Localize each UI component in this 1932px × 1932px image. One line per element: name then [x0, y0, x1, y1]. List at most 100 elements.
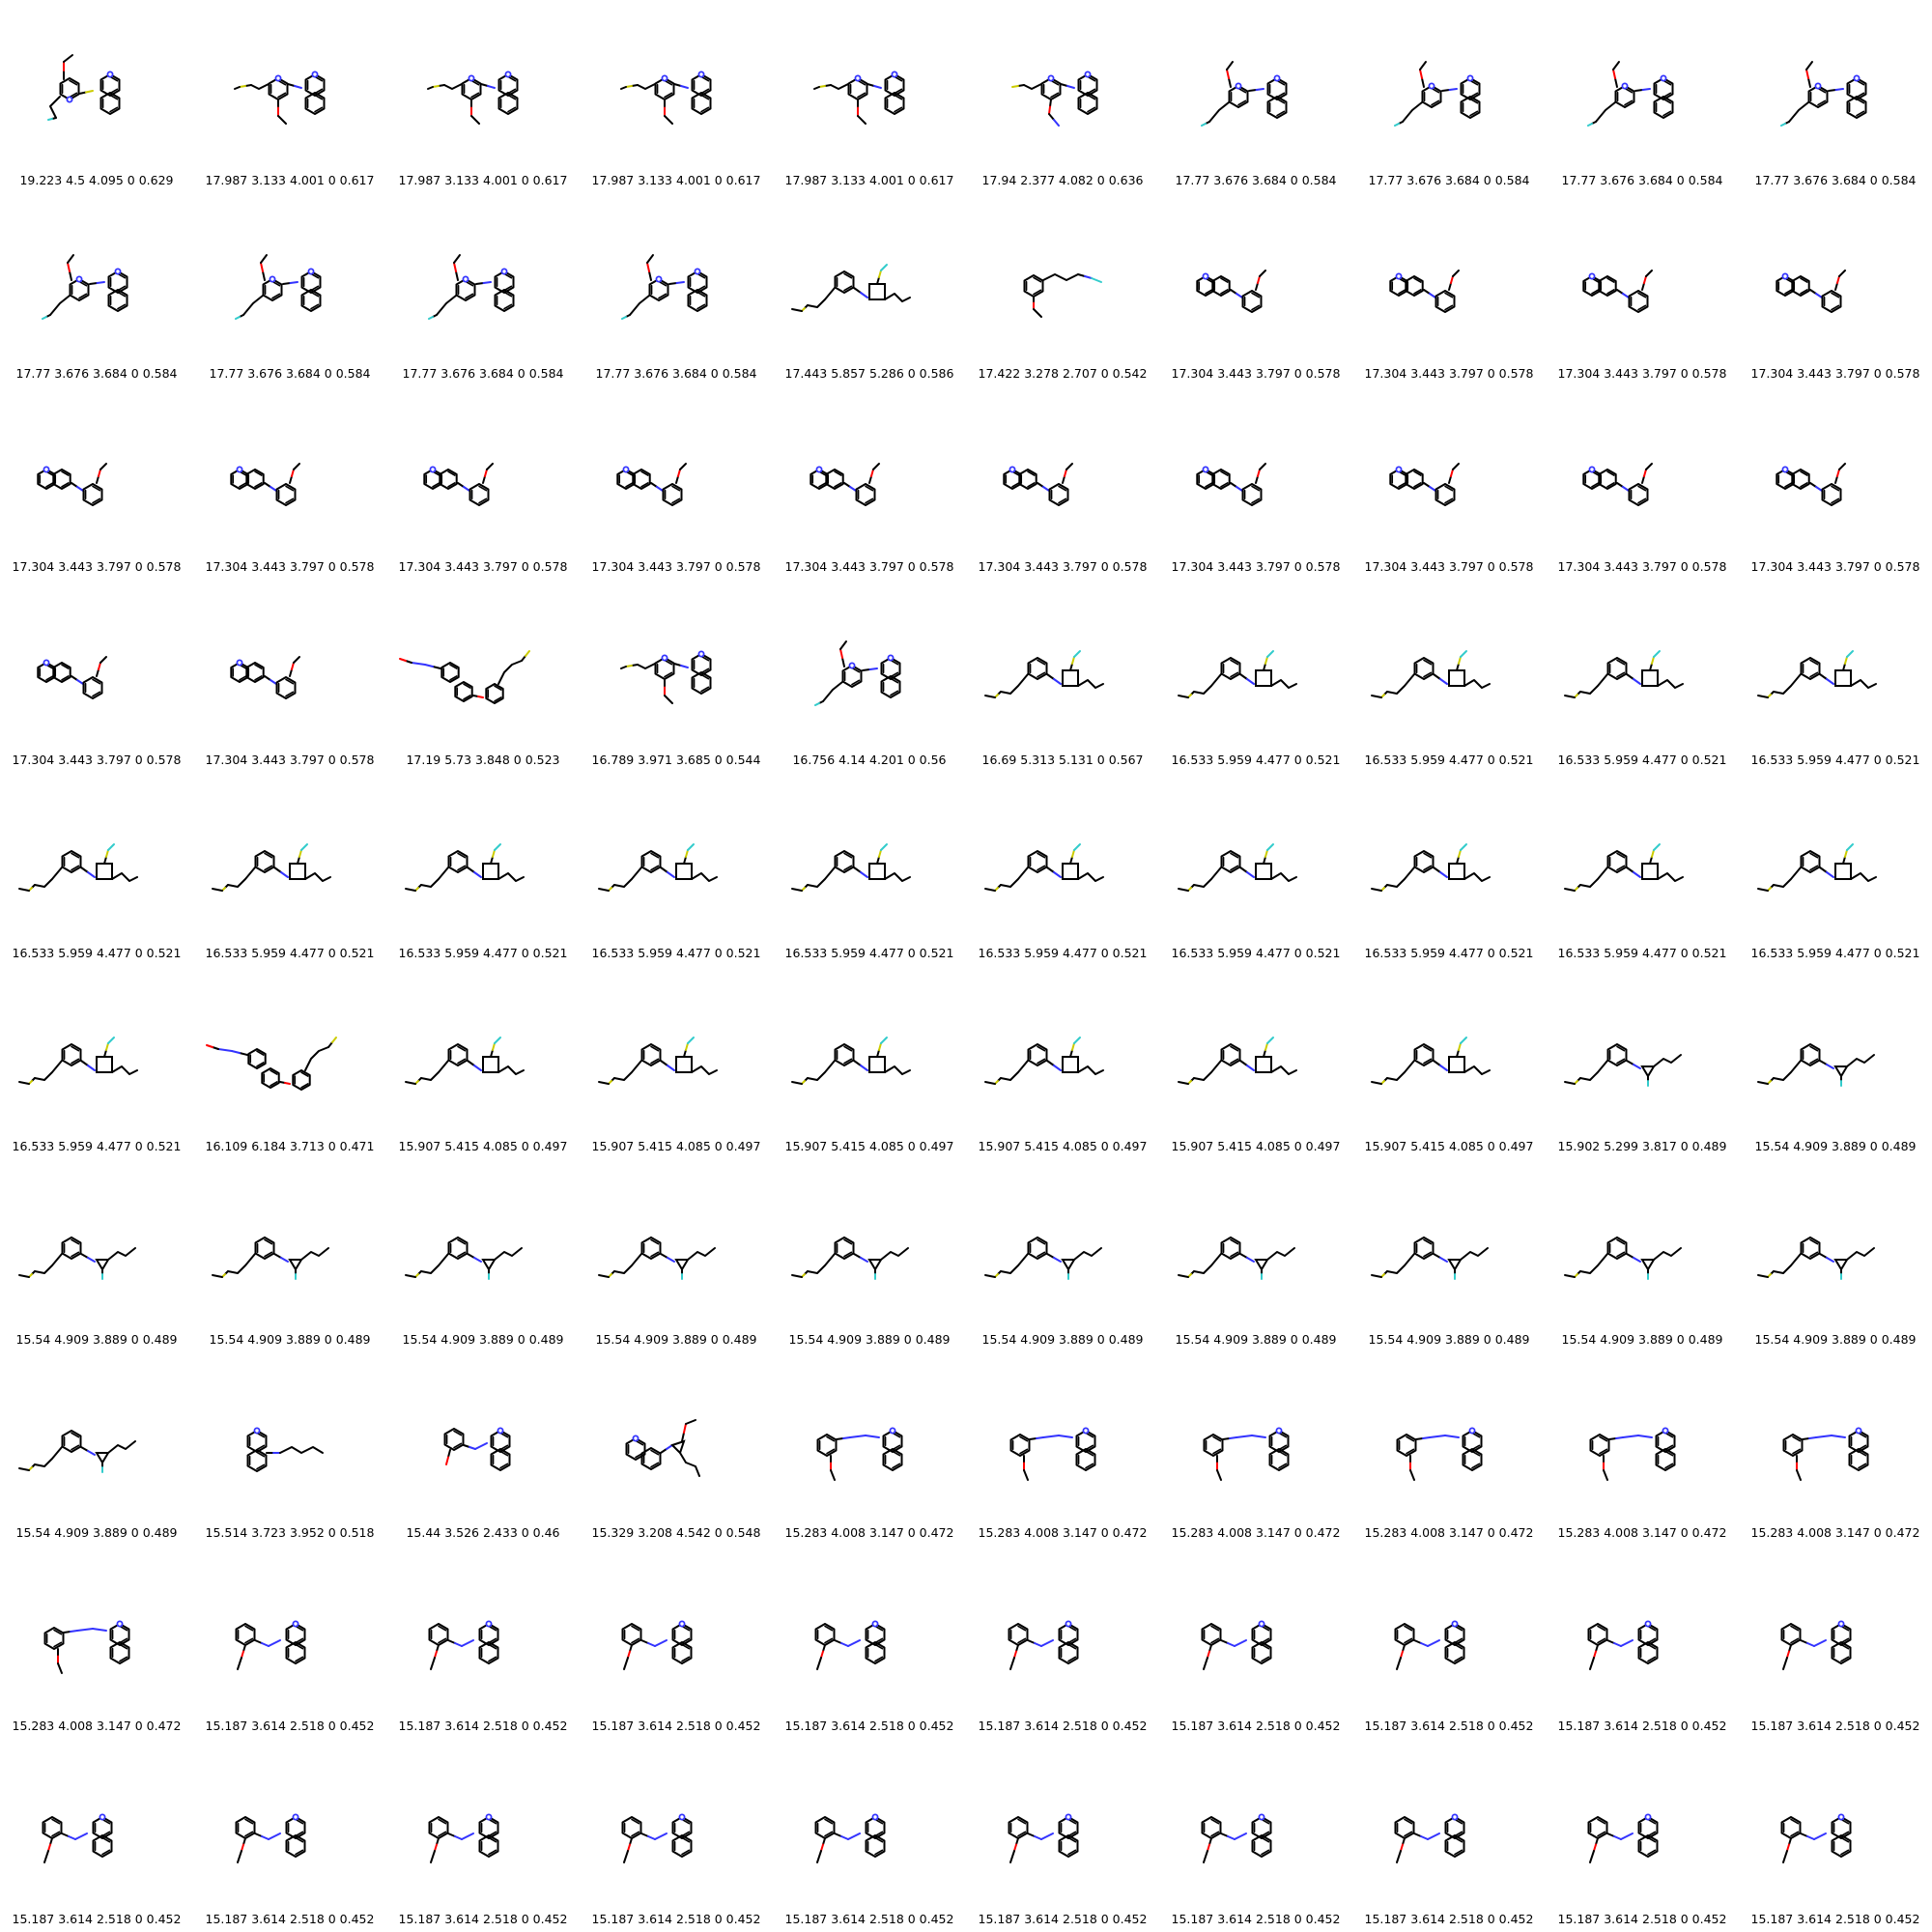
- molecule-structure: [1757, 843, 1877, 892]
- molecule-cell: 15.54 4.909 3.889 0 0.489: [580, 1159, 773, 1352]
- molecule-structure: [1589, 1427, 1676, 1481]
- score-caption: 17.304 3.443 3.797 0 0.578: [398, 559, 568, 574]
- molecule-cell: 16.533 5.959 4.477 0 0.521: [773, 773, 966, 966]
- molecule-cell: 17.987 3.133 4.001 0 0.617: [773, 0, 966, 193]
- molecule-structure: [984, 1037, 1104, 1085]
- score-caption: 15.283 4.008 3.147 0 0.472: [1171, 1525, 1341, 1540]
- molecule-cell: 17.77 3.676 3.684 0 0.584: [386, 193, 580, 386]
- molecule-structure: [405, 1037, 525, 1085]
- molecule-cell: 17.77 3.676 3.684 0 0.584: [1739, 0, 1932, 193]
- molecule-cell: 16.69 5.313 5.131 0 0.567: [966, 580, 1159, 773]
- molecule-cell: 16.533 5.959 4.477 0 0.521: [0, 966, 193, 1159]
- molecule-structure: [37, 656, 107, 699]
- molecule-structure: [816, 1427, 903, 1481]
- score-caption: 15.283 4.008 3.147 0 0.472: [1364, 1525, 1534, 1540]
- score-caption: 15.187 3.614 2.518 0 0.452: [591, 1719, 761, 1733]
- molecule-structure: [230, 463, 300, 506]
- molecule-cell: 15.514 3.723 3.952 0 0.518: [193, 1352, 386, 1546]
- score-caption: 15.187 3.614 2.518 0 0.452: [591, 1912, 761, 1926]
- molecule-structure: [1023, 273, 1102, 318]
- molecule-cell: 17.304 3.443 3.797 0 0.578: [1546, 386, 1739, 580]
- molecule-cell: 15.54 4.909 3.889 0 0.489: [1546, 1159, 1739, 1352]
- score-caption: 17.304 3.443 3.797 0 0.578: [591, 559, 761, 574]
- score-caption: 17.304 3.443 3.797 0 0.578: [205, 559, 375, 574]
- molecule-structure: [1782, 1427, 1869, 1481]
- molecule-cell: 15.187 3.614 2.518 0 0.452: [1739, 1739, 1932, 1932]
- molecule-structure: [791, 1037, 911, 1085]
- score-caption: 15.54 4.909 3.889 0 0.489: [209, 1332, 371, 1347]
- score-caption: 15.283 4.008 3.147 0 0.472: [784, 1525, 954, 1540]
- molecule-cell: 17.304 3.443 3.797 0 0.578: [773, 386, 966, 580]
- molecule-structure: [810, 463, 880, 506]
- score-caption: 17.94 2.377 4.082 0 0.636: [981, 173, 1144, 187]
- score-caption: 15.187 3.614 2.518 0 0.452: [1171, 1912, 1341, 1926]
- molecule-structure: [1009, 1427, 1096, 1481]
- score-caption: 16.533 5.959 4.477 0 0.521: [205, 946, 375, 960]
- molecule-structure: [1178, 843, 1297, 892]
- score-caption: 15.514 3.723 3.952 0 0.518: [205, 1525, 375, 1540]
- molecule-structure: [814, 1620, 886, 1670]
- molecule-cell: 17.77 3.676 3.684 0 0.584: [193, 193, 386, 386]
- score-caption: 16.533 5.959 4.477 0 0.521: [12, 1139, 182, 1153]
- score-caption: 17.77 3.676 3.684 0 0.584: [15, 366, 178, 381]
- molecule-cell: 17.304 3.443 3.797 0 0.578: [1739, 386, 1932, 580]
- molecule-cell: 17.304 3.443 3.797 0 0.578: [193, 580, 386, 773]
- molecule-structure: [1394, 1620, 1465, 1670]
- score-caption: 15.283 4.008 3.147 0 0.472: [1557, 1525, 1727, 1540]
- score-caption: 15.329 3.208 4.542 0 0.548: [591, 1525, 761, 1540]
- molecule-structure: [1201, 1620, 1272, 1670]
- score-caption: 17.304 3.443 3.797 0 0.578: [12, 753, 182, 767]
- molecule-cell: 16.533 5.959 4.477 0 0.521: [1739, 580, 1932, 773]
- molecule-structure: [1757, 650, 1877, 698]
- molecule-cell: 17.19 5.73 3.848 0 0.523: [386, 580, 580, 773]
- molecule-cell: 15.187 3.614 2.518 0 0.452: [0, 1739, 193, 1932]
- molecule-structure: [18, 1430, 136, 1473]
- molecule-structure: [598, 1037, 718, 1085]
- molecule-cell: 15.187 3.614 2.518 0 0.452: [1159, 1546, 1352, 1739]
- molecule-cell: 16.533 5.959 4.477 0 0.521: [580, 773, 773, 966]
- molecule-cell: 17.304 3.443 3.797 0 0.578: [1159, 386, 1352, 580]
- score-caption: 16.756 4.14 4.201 0 0.56: [792, 753, 947, 767]
- score-caption: 16.789 3.971 3.685 0 0.544: [591, 753, 761, 767]
- molecule-structure: [1371, 843, 1491, 892]
- molecule-cell: 17.304 3.443 3.797 0 0.578: [1159, 193, 1352, 386]
- molecule-structure: [791, 264, 911, 312]
- molecule-structure: [1587, 1620, 1659, 1670]
- molecule-structure: [206, 1037, 337, 1091]
- molecule-cell: 17.77 3.676 3.684 0 0.584: [0, 193, 193, 386]
- score-caption: 15.907 5.415 4.085 0 0.497: [978, 1139, 1148, 1153]
- molecule-structure: [428, 1620, 499, 1670]
- molecule-structure: [621, 1620, 693, 1670]
- molecule-cell: 15.187 3.614 2.518 0 0.452: [1546, 1739, 1739, 1932]
- score-caption: 17.304 3.443 3.797 0 0.578: [784, 559, 954, 574]
- molecule-structure: [1564, 650, 1684, 698]
- molecule-structure: [1394, 61, 1481, 127]
- molecule-cell: 15.907 5.415 4.085 0 0.497: [1159, 966, 1352, 1159]
- molecule-structure: [1776, 463, 1846, 506]
- score-caption: 17.77 3.676 3.684 0 0.584: [1175, 173, 1337, 187]
- molecule-structure: [1008, 1813, 1079, 1863]
- molecule-cell: 17.77 3.676 3.684 0 0.584: [1546, 0, 1739, 193]
- molecule-cell: 17.304 3.443 3.797 0 0.578: [1546, 193, 1739, 386]
- molecule-structure: [1003, 463, 1073, 506]
- molecule-structure: [18, 1037, 138, 1085]
- molecule-structure: [1587, 61, 1674, 127]
- molecule-cell: 15.283 4.008 3.147 0 0.472: [1546, 1352, 1739, 1546]
- score-caption: 15.907 5.415 4.085 0 0.497: [591, 1139, 761, 1153]
- molecule-structure: [984, 650, 1104, 698]
- score-caption: 16.533 5.959 4.477 0 0.521: [12, 946, 182, 960]
- molecule-structure: [235, 254, 322, 320]
- score-caption: 15.54 4.909 3.889 0 0.489: [981, 1332, 1144, 1347]
- score-caption: 17.304 3.443 3.797 0 0.578: [978, 559, 1148, 574]
- score-caption: 15.54 4.909 3.889 0 0.489: [1754, 1332, 1917, 1347]
- molecule-structure: [212, 843, 331, 892]
- molecule-cell: 15.54 4.909 3.889 0 0.489: [1352, 1159, 1546, 1352]
- molecule-cell: 16.533 5.959 4.477 0 0.521: [193, 773, 386, 966]
- molecule-structure: [405, 1236, 523, 1280]
- molecule-structure: [428, 254, 515, 320]
- score-caption: 15.54 4.909 3.889 0 0.489: [15, 1332, 178, 1347]
- molecule-cell: 16.533 5.959 4.477 0 0.521: [1159, 773, 1352, 966]
- molecule-cell: 16.533 5.959 4.477 0 0.521: [1352, 773, 1546, 966]
- score-caption: 16.533 5.959 4.477 0 0.521: [1557, 946, 1727, 960]
- molecule-cell: 16.756 4.14 4.201 0 0.56: [773, 580, 966, 773]
